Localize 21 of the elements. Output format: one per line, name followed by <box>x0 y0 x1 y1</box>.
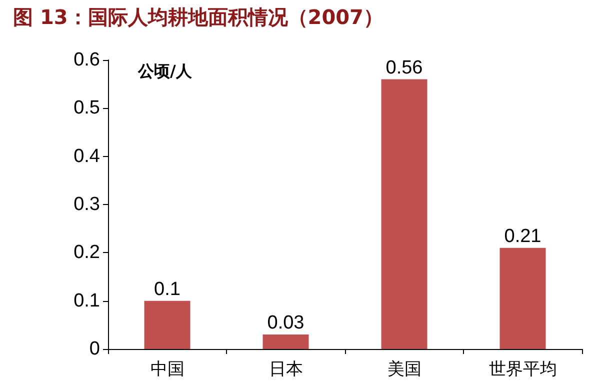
y-tick-label: 0.1 <box>74 290 100 312</box>
data-label: 0.21 <box>504 226 542 247</box>
chart-title: 图 13：国际人均耕地面积情况（2007） <box>13 5 384 29</box>
y-axis-title: 公顷/人 <box>137 62 193 80</box>
y-tick-label: 0.2 <box>74 242 100 264</box>
x-tick-label: 日本 <box>268 360 303 380</box>
data-label: 0.1 <box>154 278 180 300</box>
x-tick-label: 世界平均 <box>488 360 557 380</box>
x-tick-label: 美国 <box>387 360 422 380</box>
bar <box>144 300 190 349</box>
y-tick-label: 0.3 <box>74 194 100 215</box>
data-label: 0.56 <box>386 57 423 78</box>
y-tick-label: 0.4 <box>74 146 100 167</box>
y-tick-label: 0.5 <box>74 98 100 119</box>
bar <box>381 79 428 349</box>
y-tick-label: 0 <box>89 338 100 360</box>
data-label: 0.03 <box>267 312 304 334</box>
bar <box>500 248 546 349</box>
x-tick-label: 中国 <box>150 360 184 380</box>
bar <box>262 334 309 349</box>
y-tick-label: 0.6 <box>74 50 100 70</box>
